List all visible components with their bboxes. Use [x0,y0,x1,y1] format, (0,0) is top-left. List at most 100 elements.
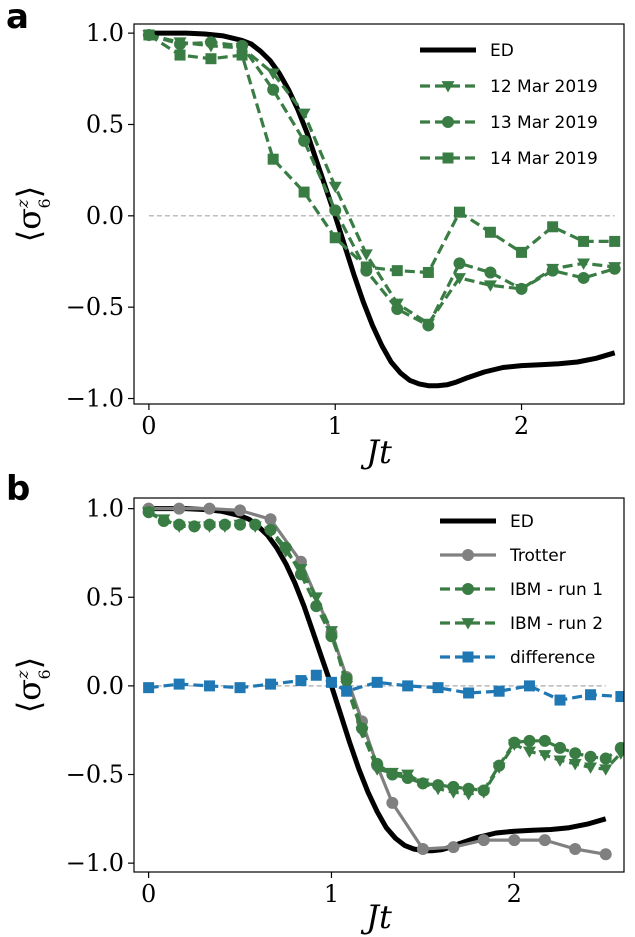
data-point [385,767,399,780]
data-point [279,546,293,558]
series-line [148,673,621,702]
data-point [265,678,277,690]
data-point [370,764,384,776]
x-tick-label: 0 [141,880,156,908]
data-point [577,258,591,270]
series-4 [143,669,624,706]
data-point [493,685,505,697]
legend-marker [462,549,474,561]
data-point [608,262,621,275]
data-point [187,521,201,533]
data-point [328,181,342,194]
series-line [148,506,607,854]
data-point [267,153,279,165]
data-point [266,68,280,80]
data-point [463,687,475,699]
data-point [538,750,552,762]
legend: ED Trotter IBM - run 1 IBM - run 2 differenc… [440,512,603,668]
data-point [341,685,353,697]
y-axis-label: ⟨σz 6⟩ [10,657,54,713]
panel-a-letter: a [6,0,29,37]
data-point [484,266,497,279]
legend-label: ED [490,41,514,61]
data-point [599,752,612,765]
data-point [446,787,460,799]
data-point [203,521,217,533]
data-point [325,676,337,688]
series-layer [142,502,624,861]
y-tick-label: −0.5 [66,293,124,321]
data-point [143,682,155,694]
data-point [391,265,403,277]
data-point [508,834,521,847]
data-point [577,271,590,284]
y-axis-label: ⟨σz 6⟩ [10,186,54,242]
data-point [492,762,506,774]
data-point [173,502,186,515]
data-point [523,680,535,692]
data-point [546,264,559,277]
data-point [547,221,559,233]
series-1 [142,30,622,331]
data-point [234,682,246,694]
data-point [218,521,232,533]
data-point [386,796,399,809]
data-point [248,521,262,533]
series-3 [143,29,621,278]
data-point [233,519,247,532]
data-point [360,261,372,273]
data-point [609,235,621,247]
data-point [477,834,490,847]
data-point [143,29,155,41]
data-point [516,246,528,258]
data-point [569,747,582,760]
series-line [148,33,616,327]
x-tick-label: 1 [324,880,339,908]
x-tick-label: 2 [507,880,522,908]
data-point [483,280,497,292]
data-point [584,762,598,774]
legend-label: ED [510,512,534,532]
legend-label: 12 Mar 2019 [490,77,598,97]
series-line [148,30,616,389]
data-point [205,53,217,65]
panel-a: a 0 1 2 1.0 0.5 0.0 −0.5 −1.0 Jt ⟨σz 6⟩ ED 12 Mar 20… [6,0,625,471]
legend-marker [442,116,454,128]
data-point [324,626,338,638]
data-point [553,755,567,767]
data-point [329,232,341,244]
data-point [422,266,434,278]
data-point [204,36,217,49]
data-point [173,678,185,690]
x-tick-label: 0 [141,412,156,440]
legend-marker [442,152,454,164]
data-point [569,842,582,855]
legend: ED 12 Mar 2019 13 Mar 2019 14 Mar 2019 [420,41,598,169]
legend-label: 14 Mar 2019 [490,149,598,169]
data-point [310,669,322,681]
y-tick-label: 1.0 [86,19,124,47]
data-point [295,675,307,687]
data-point [142,507,156,519]
data-point [267,83,280,96]
data-point [431,783,445,796]
data-point [309,592,323,604]
data-point [507,739,521,751]
data-point [462,789,476,801]
data-point [264,513,277,526]
series-3 [142,507,624,801]
data-point [554,694,566,706]
y-tick-label: 0.5 [86,110,124,138]
legend-label: IBM - run 2 [510,614,603,634]
legend-label: difference [510,648,595,668]
data-point [402,680,414,692]
data-point [298,186,310,198]
x-tick-label: 2 [514,412,529,440]
data-point [515,282,528,295]
data-point [538,834,551,847]
y-tick-label: 0.0 [86,202,124,230]
y-tick-label: 1.0 [86,495,124,523]
data-point [204,680,216,692]
data-point [522,746,536,758]
